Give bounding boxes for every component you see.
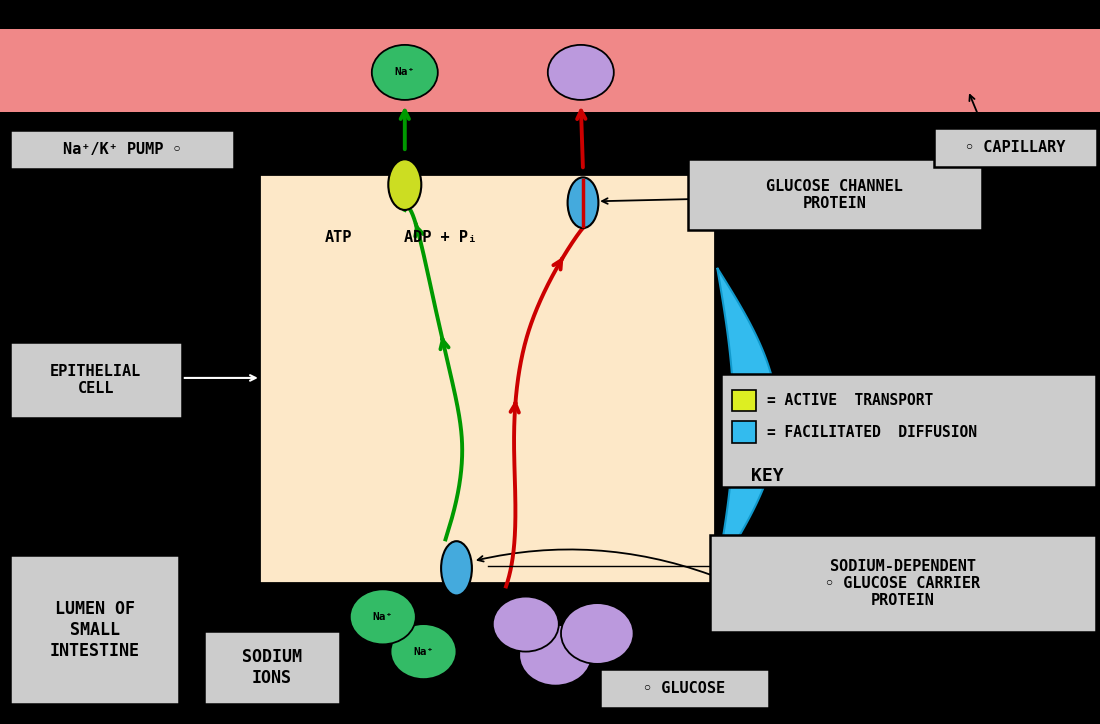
FancyBboxPatch shape: [10, 130, 234, 169]
Text: = ACTIVE  TRANSPORT: = ACTIVE TRANSPORT: [767, 393, 933, 408]
FancyBboxPatch shape: [10, 555, 179, 704]
Text: = FACILITATED  DIFFUSION: = FACILITATED DIFFUSION: [767, 425, 977, 439]
Text: Na⁺: Na⁺: [414, 647, 433, 657]
Text: ADP + Pᵢ: ADP + Pᵢ: [404, 230, 476, 245]
Ellipse shape: [548, 45, 614, 100]
Polygon shape: [717, 268, 778, 572]
Text: SODIUM-DEPENDENT
◦ GLUCOSE CARRIER
PROTEIN: SODIUM-DEPENDENT ◦ GLUCOSE CARRIER PROTE…: [825, 559, 980, 608]
Text: LUMEN OF
SMALL
INTESTINE: LUMEN OF SMALL INTESTINE: [50, 600, 140, 660]
Bar: [258, 174, 715, 583]
Text: Na⁺: Na⁺: [373, 612, 393, 622]
Bar: [732, 390, 756, 411]
FancyBboxPatch shape: [10, 342, 182, 418]
Text: EPITHELIAL
CELL: EPITHELIAL CELL: [51, 364, 141, 396]
Ellipse shape: [388, 159, 421, 210]
Text: KEY: KEY: [751, 467, 784, 485]
Ellipse shape: [561, 603, 634, 664]
Ellipse shape: [350, 589, 416, 644]
Bar: [0, 29, 1100, 112]
Text: Na⁺/K⁺ PUMP ◦: Na⁺/K⁺ PUMP ◦: [63, 142, 182, 156]
Ellipse shape: [519, 625, 592, 686]
Ellipse shape: [441, 542, 472, 595]
Bar: [732, 421, 756, 443]
FancyBboxPatch shape: [600, 669, 769, 708]
FancyBboxPatch shape: [688, 159, 982, 230]
FancyBboxPatch shape: [204, 631, 340, 704]
Ellipse shape: [372, 45, 438, 100]
Ellipse shape: [493, 597, 559, 652]
Ellipse shape: [568, 177, 598, 228]
Text: SODIUM
IONS: SODIUM IONS: [242, 649, 301, 687]
Text: ◦ GLUCOSE: ◦ GLUCOSE: [644, 681, 725, 696]
Text: GLUCOSE CHANNEL
PROTEIN: GLUCOSE CHANNEL PROTEIN: [767, 179, 903, 211]
FancyBboxPatch shape: [934, 128, 1097, 167]
Text: Na⁺: Na⁺: [395, 67, 415, 77]
Text: ◦ CAPILLARY: ◦ CAPILLARY: [965, 140, 1066, 155]
Text: ATP: ATP: [326, 230, 352, 245]
FancyBboxPatch shape: [720, 374, 1096, 487]
FancyBboxPatch shape: [710, 535, 1096, 632]
Ellipse shape: [390, 624, 456, 679]
